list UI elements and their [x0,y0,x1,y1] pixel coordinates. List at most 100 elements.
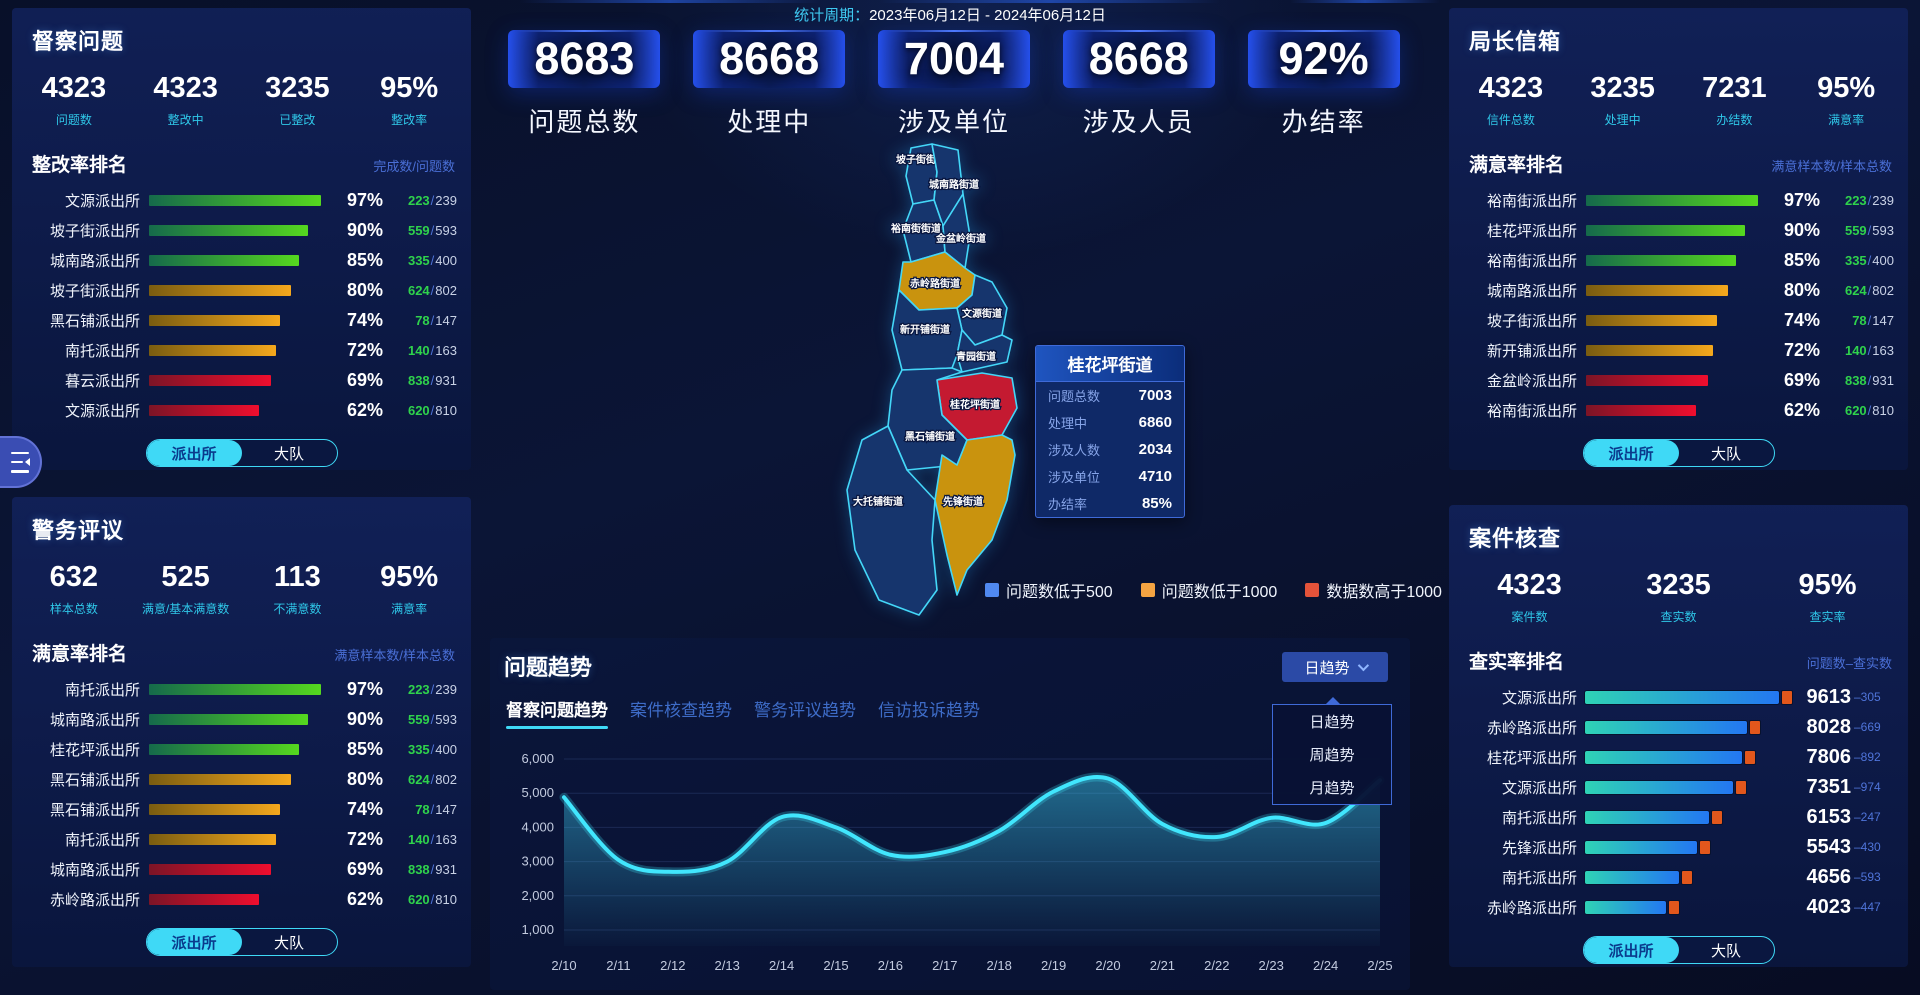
bar [149,194,321,206]
toggle-team[interactable]: 大队 [273,934,304,952]
map-region-先锋街道[interactable] [934,434,1016,596]
fraction-numerator: 335 [1844,252,1867,268]
kpi-value: 8668 [1088,33,1189,84]
toggle-team[interactable]: 大队 [1710,942,1741,960]
case-count: 5543 [1806,835,1852,858]
percentage-value: 80% [1783,279,1820,300]
stat-label: 查实率 [1809,610,1846,624]
legend-item[interactable]: 问题数低于1000 [1140,578,1277,602]
svg-text:2/18: 2/18 [987,958,1012,973]
svg-text:2/12: 2/12 [660,958,685,973]
fraction-value: 78/147 [1820,313,1894,328]
tooltip-label: 问题总数 [1048,389,1101,404]
trend-tabs: 督察问题趋势 案件核查趋势 警务评议趋势 信访投诉趋势 [506,696,980,729]
map-region-坡子街街道[interactable] [905,143,938,205]
toggle-team[interactable]: 大队 [1710,445,1741,463]
fraction-slash: / [1867,222,1872,238]
map-region-青园街道[interactable] [956,329,1013,373]
panel-director-mailbox: 局长信箱 4323 信件总数 3235 处理中 7231 办结数 95% 满意率 满意率排名 … [1449,8,1908,470]
legend-label: 问题数低于500 [1006,584,1113,601]
verified-count: –430 [1854,840,1881,854]
fraction-denominator: 147 [435,801,457,817]
tab-案件核查趋势[interactable]: 案件核查趋势 [630,701,732,720]
tab-督察问题趋势[interactable]: 督察问题趋势 [506,696,608,729]
fraction-denominator: 163 [1872,342,1894,358]
stat-value: 4323 [1497,569,1562,601]
center-kpi: 8668 处理中 [677,30,862,139]
trend-title: 问题趋势 [504,655,593,680]
bar-track [149,893,326,905]
station-name: 黑石铺派出所 [49,801,140,819]
bar [1586,284,1728,296]
fraction-denominator: 931 [435,861,457,877]
fraction-slash: / [430,252,435,268]
decor-beam [880,0,1220,3]
station-name: 桂花坪派出所 [1486,222,1577,240]
trend-granularity-dropdown[interactable]: 日趋势 [1282,652,1388,682]
fraction-value: 620/810 [383,403,457,418]
bar [1586,224,1746,236]
legend-item[interactable]: 数据数高于1000 [1305,578,1442,602]
fraction-slash: / [430,681,435,697]
stat-value: 95% [380,561,439,593]
svg-text:2/16: 2/16 [878,958,903,973]
toggle-station[interactable]: 派出所 [1583,440,1679,466]
dropdown-option-月趋势[interactable]: 月趋势 [1309,780,1355,797]
fraction-value: 335/400 [1820,253,1894,268]
station-name: 文源派出所 [64,192,140,210]
fraction-denominator: 593 [435,711,457,727]
fraction-denominator: 593 [1872,222,1894,238]
panel-stat: 3235 查实数 [1604,569,1753,625]
ranking-row: 桂花坪派出所 90% 559/593 [1449,215,1908,245]
verified-block [1736,780,1747,794]
svg-text:1,000: 1,000 [521,922,554,937]
dropdown-option-周趋势[interactable]: 周趋势 [1309,747,1355,764]
ranking-list: 南托派出所 97% 223/239 城南路派出所 90% 559/593 桂花坪派出所 85%… [12,674,471,914]
bar [1585,870,1679,884]
station-name: 黑石铺派出所 [49,312,140,330]
bar [149,314,280,326]
center-kpi: 92% 办结率 [1231,30,1416,139]
station-team-toggle: 派出所 大队 [1582,439,1775,467]
ranking-row: 黑石铺派出所 74% 78/147 [12,305,471,335]
case-count: 8028 [1806,715,1852,738]
tab-信访投诉趋势[interactable]: 信访投诉趋势 [878,701,980,720]
ranking-row: 文源派出所 97% 223/239 [12,185,471,215]
panel-title: 案件核查 [1469,526,1562,551]
toggle-station[interactable]: 派出所 [146,440,242,466]
fraction-value: 624/802 [383,772,457,787]
toggle-station[interactable]: 派出所 [1583,937,1679,963]
case-row: 文源派出所 7351 –974 [1449,772,1908,802]
fraction-value: 140/163 [383,343,457,358]
bar [1585,720,1747,734]
case-count: 4023 [1806,895,1852,918]
bar-track [149,773,326,785]
fraction-numerator: 78 [415,312,430,328]
toggle-station[interactable]: 派出所 [146,929,242,955]
map-region-label: 黑石铺街道 [905,430,955,443]
tooltip-value: 2034 [1138,441,1172,458]
legend-item[interactable]: 问题数低于500 [985,578,1113,602]
kpi-value: 8668 [719,33,820,84]
fraction-slash: / [430,861,435,877]
dropdown-option-日趋势[interactable]: 日趋势 [1309,714,1355,731]
map-region-金盆岭街道[interactable] [942,193,971,269]
bar [149,404,259,416]
bar [149,893,259,905]
toggle-team[interactable]: 大队 [273,445,304,463]
stat-label: 整改中 [167,113,204,127]
tab-警务评议趋势[interactable]: 警务评议趋势 [754,701,856,720]
bar [1585,780,1734,794]
sidebar-collapse-button[interactable] [0,436,42,488]
bar-track [149,344,326,356]
fraction-value: 78/147 [383,313,457,328]
svg-text:2/21: 2/21 [1150,958,1175,973]
station-name: 赤岭路派出所 [1486,719,1577,737]
verified-count: –892 [1854,750,1881,764]
percentage-value: 74% [1783,309,1820,330]
map-region-大托铺街道[interactable] [846,425,938,616]
fraction-slash: / [430,831,435,847]
ranking-row: 南托派出所 97% 223/239 [12,674,471,704]
center-kpi: 7004 涉及单位 [862,30,1047,139]
statistics-period: 统计周期：2023年06月12日 - 2024年06月12日 [490,4,1410,25]
